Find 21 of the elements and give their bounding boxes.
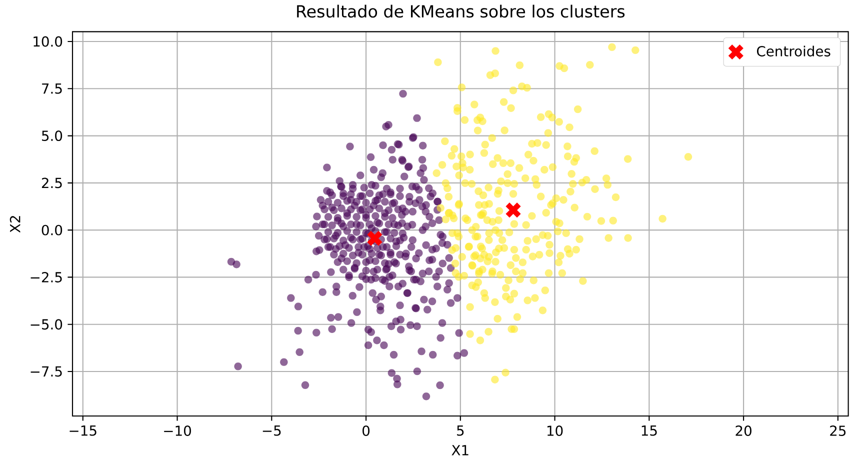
y-tick-label: −7.5 [30, 366, 62, 377]
y-tick-label: −5.0 [30, 319, 62, 330]
x-tick-label: 5 [457, 426, 464, 436]
y-tick-label: −2.5 [30, 272, 62, 282]
x-tick-label: −5 [262, 426, 281, 436]
y-axis-title: X2 [10, 216, 20, 233]
y-tick-label: 10.0 [34, 36, 62, 47]
x-axis-title: X1 [452, 445, 468, 456]
x-tick-label: −10 [164, 426, 191, 436]
y-tick-label: 2.5 [42, 178, 62, 188]
x-tick-label: 20 [736, 426, 752, 436]
y-tick-label: 5.0 [42, 130, 62, 142]
x-tick-label: 0 [362, 426, 370, 436]
y-tick-label: 7.5 [42, 84, 62, 94]
x-tick-label: 15 [642, 426, 657, 436]
x-tick-label: −15 [70, 426, 96, 436]
x-tick-label: 10 [547, 426, 563, 436]
legend-label: Centroides [756, 46, 830, 56]
x-tick-label: 25 [830, 426, 846, 436]
chart-title: Resultado de KMeans sobre los clusters [297, 4, 625, 18]
y-tick-label: 0.0 [42, 224, 62, 236]
